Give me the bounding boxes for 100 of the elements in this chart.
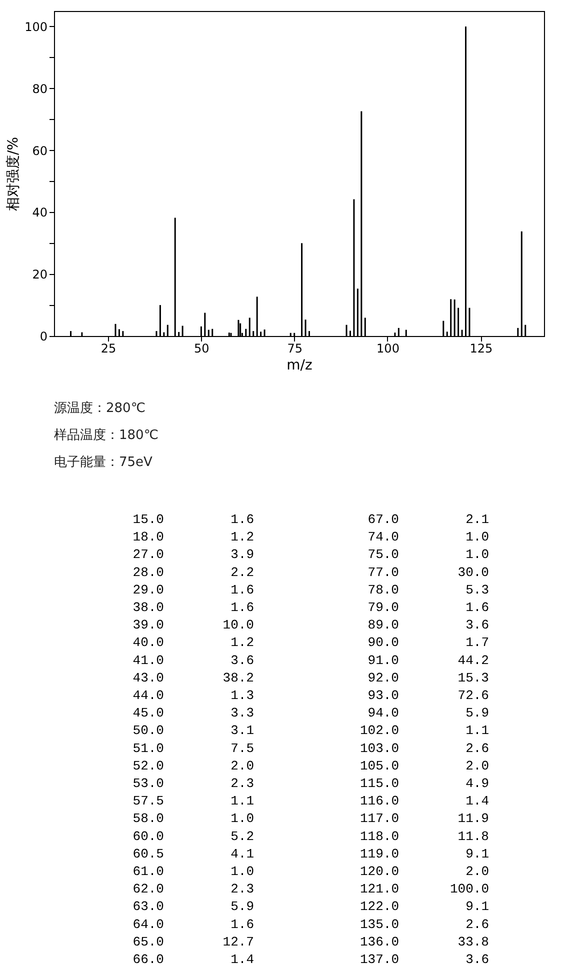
category-label: 41.0 bbox=[132, 652, 164, 668]
data-label: 4.9 bbox=[466, 776, 489, 791]
category-label: 94.0 bbox=[368, 706, 399, 721]
data-label: 9.1 bbox=[466, 846, 490, 862]
data-label: 1.4 bbox=[230, 952, 254, 967]
data-label: 1.2 bbox=[230, 635, 254, 650]
category-label: 43.0 bbox=[132, 670, 164, 686]
category-label: 120.0 bbox=[360, 864, 399, 879]
data-label: 1.0 bbox=[466, 547, 489, 562]
data-label: 9.1 bbox=[466, 899, 490, 914]
data-label: 12.7 bbox=[222, 934, 254, 950]
category-label: 119.0 bbox=[360, 846, 399, 862]
data-label: 33.8 bbox=[458, 934, 489, 950]
category-label: 91.0 bbox=[368, 652, 399, 668]
category-label: 78.0 bbox=[368, 582, 399, 598]
data-label: 1.0 bbox=[230, 864, 254, 879]
category-label: 122.0 bbox=[360, 899, 399, 914]
data-label: 1.7 bbox=[466, 635, 489, 650]
category-label: 102.0 bbox=[360, 723, 399, 738]
data-label: 11.9 bbox=[458, 811, 489, 826]
data-label: 2.1 bbox=[466, 512, 490, 527]
category-label: 60.0 bbox=[132, 828, 164, 844]
category-label: 115.0 bbox=[360, 776, 399, 791]
y-tick-label: 20 bbox=[32, 268, 48, 282]
data-label: 2.0 bbox=[466, 864, 489, 879]
category-label: 61.0 bbox=[132, 864, 164, 879]
data-label: 2.0 bbox=[466, 758, 489, 774]
category-label: 62.0 bbox=[132, 882, 164, 897]
category-label: 75.0 bbox=[368, 547, 399, 562]
data-label: 2.6 bbox=[466, 916, 489, 932]
category-label: 67.0 bbox=[368, 512, 399, 527]
category-label: 92.0 bbox=[368, 670, 399, 686]
category-label: 79.0 bbox=[368, 600, 399, 615]
data-label: 10.0 bbox=[222, 618, 254, 633]
x-tick-label: 50 bbox=[194, 342, 210, 356]
category-label: 135.0 bbox=[360, 916, 399, 932]
text: 电子能量：75eV bbox=[54, 455, 153, 470]
category-label: 28.0 bbox=[132, 564, 164, 580]
data-label: 1.1 bbox=[230, 794, 254, 809]
data-label: 1.6 bbox=[230, 916, 254, 932]
y-tick-label: 60 bbox=[32, 144, 48, 158]
category-label: 89.0 bbox=[368, 618, 399, 633]
data-label: 2.3 bbox=[230, 882, 254, 897]
data-label: 5.9 bbox=[230, 899, 254, 914]
category-label: 52.0 bbox=[132, 758, 164, 774]
data-label: 1.6 bbox=[466, 600, 489, 615]
category-label: 65.0 bbox=[132, 934, 164, 950]
data-label: 15.3 bbox=[458, 670, 489, 686]
data-label: 3.3 bbox=[230, 706, 254, 721]
data-label: 5.2 bbox=[230, 828, 254, 844]
category-label: 93.0 bbox=[368, 688, 399, 703]
category-label: 74.0 bbox=[368, 530, 399, 545]
data-label: 1.0 bbox=[466, 530, 489, 545]
category-label: 63.0 bbox=[132, 899, 164, 914]
data-label: 5.3 bbox=[466, 582, 489, 598]
data-label: 11.8 bbox=[458, 828, 489, 844]
data-label: 5.9 bbox=[466, 706, 489, 721]
data-label: 38.2 bbox=[222, 670, 254, 686]
category-label: 53.0 bbox=[132, 776, 164, 791]
y-tick-label: 40 bbox=[32, 206, 48, 220]
category-label: 44.0 bbox=[132, 688, 164, 703]
category-label: 15.0 bbox=[132, 512, 164, 527]
category-label: 77.0 bbox=[368, 564, 399, 580]
y-axis-title: 相对强度/% bbox=[6, 136, 22, 212]
text: 样品温度：180℃ bbox=[54, 427, 158, 443]
category-label: 60.5 bbox=[132, 846, 164, 862]
category-label: 136.0 bbox=[360, 934, 399, 950]
data-label: 3.6 bbox=[466, 952, 489, 967]
category-label: 105.0 bbox=[360, 758, 399, 774]
data-label: 72.6 bbox=[458, 688, 489, 703]
category-label: 29.0 bbox=[132, 582, 164, 598]
x-axis-title: m/z bbox=[286, 358, 312, 374]
category-label: 38.0 bbox=[132, 600, 164, 615]
data-label: 100.0 bbox=[450, 882, 489, 897]
x-tick-label: 125 bbox=[470, 342, 493, 356]
category-label: 50.0 bbox=[132, 723, 164, 738]
data-label: 1.3 bbox=[230, 688, 254, 703]
data-label: 44.2 bbox=[458, 652, 489, 668]
category-label: 64.0 bbox=[132, 916, 164, 932]
data-label: 2.0 bbox=[230, 758, 254, 774]
data-label: 1.0 bbox=[230, 811, 254, 826]
data-label: 3.9 bbox=[230, 547, 254, 562]
category-label: 118.0 bbox=[360, 828, 399, 844]
data-label: 2.3 bbox=[230, 776, 254, 791]
category-label: 117.0 bbox=[360, 811, 399, 826]
data-label: 3.6 bbox=[466, 618, 489, 633]
data-label: 1.2 bbox=[230, 530, 254, 545]
category-label: 51.0 bbox=[132, 740, 164, 756]
data-label: 1.4 bbox=[466, 794, 490, 809]
category-label: 58.0 bbox=[132, 811, 164, 826]
y-tick-label: 100 bbox=[24, 20, 48, 34]
x-tick-label: 100 bbox=[376, 342, 400, 356]
category-label: 39.0 bbox=[132, 618, 164, 633]
data-label: 4.1 bbox=[230, 846, 254, 862]
category-label: 103.0 bbox=[360, 740, 399, 756]
category-label: 18.0 bbox=[132, 530, 164, 545]
y-tick-label: 0 bbox=[40, 330, 48, 344]
category-label: 116.0 bbox=[360, 794, 399, 809]
category-label: 45.0 bbox=[132, 706, 164, 721]
data-label: 1.6 bbox=[230, 582, 254, 598]
